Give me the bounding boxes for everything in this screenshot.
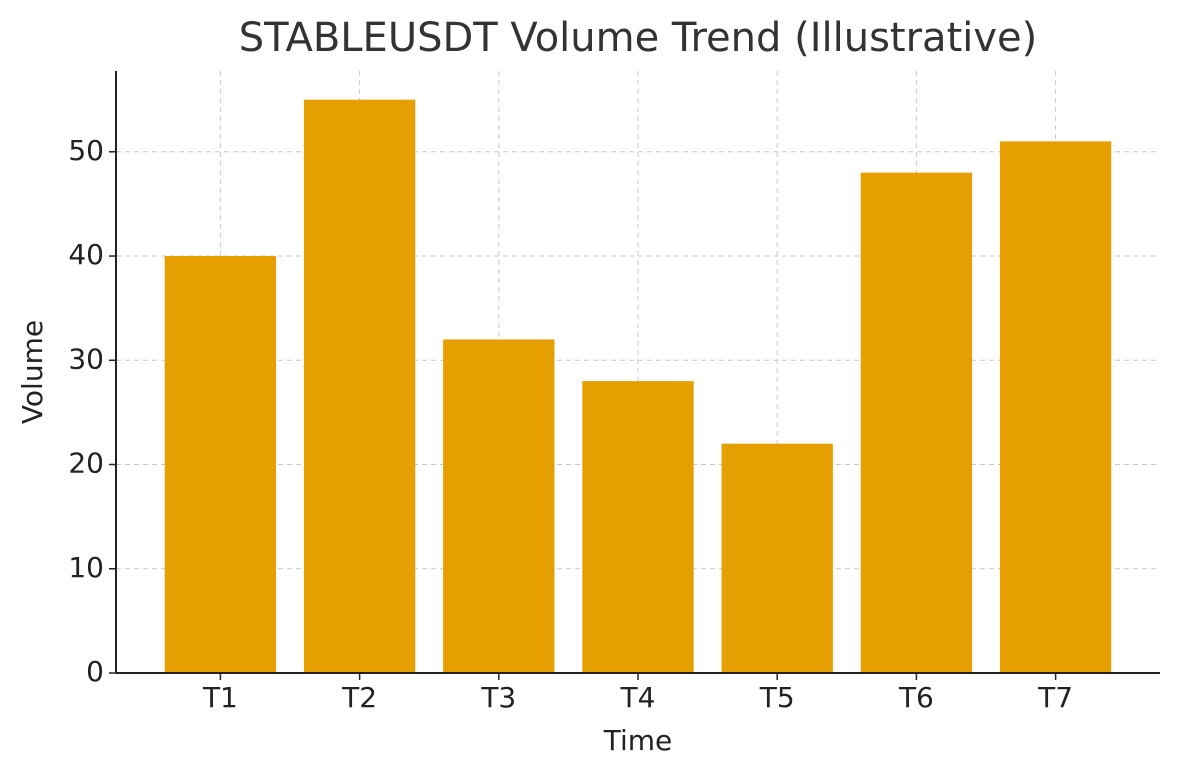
bar: [721, 443, 833, 673]
y-tick-label: 10: [68, 551, 104, 584]
x-tick-label: T1: [202, 681, 238, 714]
y-tick-label: 0: [86, 655, 104, 688]
y-tick-label: 30: [68, 342, 104, 375]
bar: [164, 256, 277, 673]
bar: [443, 339, 555, 673]
x-tick-label: T2: [341, 681, 377, 714]
x-tick-label: T3: [480, 681, 516, 714]
y-tick-label: 50: [68, 134, 104, 167]
bar: [999, 141, 1112, 673]
chart-title: STABLEUSDT Volume Trend (Illustrative): [239, 15, 1038, 61]
x-tick-label: T5: [759, 681, 795, 714]
x-tick-label: T7: [1037, 681, 1073, 714]
bar: [582, 381, 694, 673]
x-tick-label: T6: [898, 681, 934, 714]
y-tick-label: 40: [68, 238, 104, 271]
bar: [303, 99, 416, 673]
y-axis-label: Volume: [16, 320, 49, 424]
x-tick-label: T4: [620, 681, 656, 714]
bar: [860, 172, 973, 674]
y-tick-label: 20: [68, 447, 104, 480]
x-axis-label: Time: [603, 724, 673, 757]
